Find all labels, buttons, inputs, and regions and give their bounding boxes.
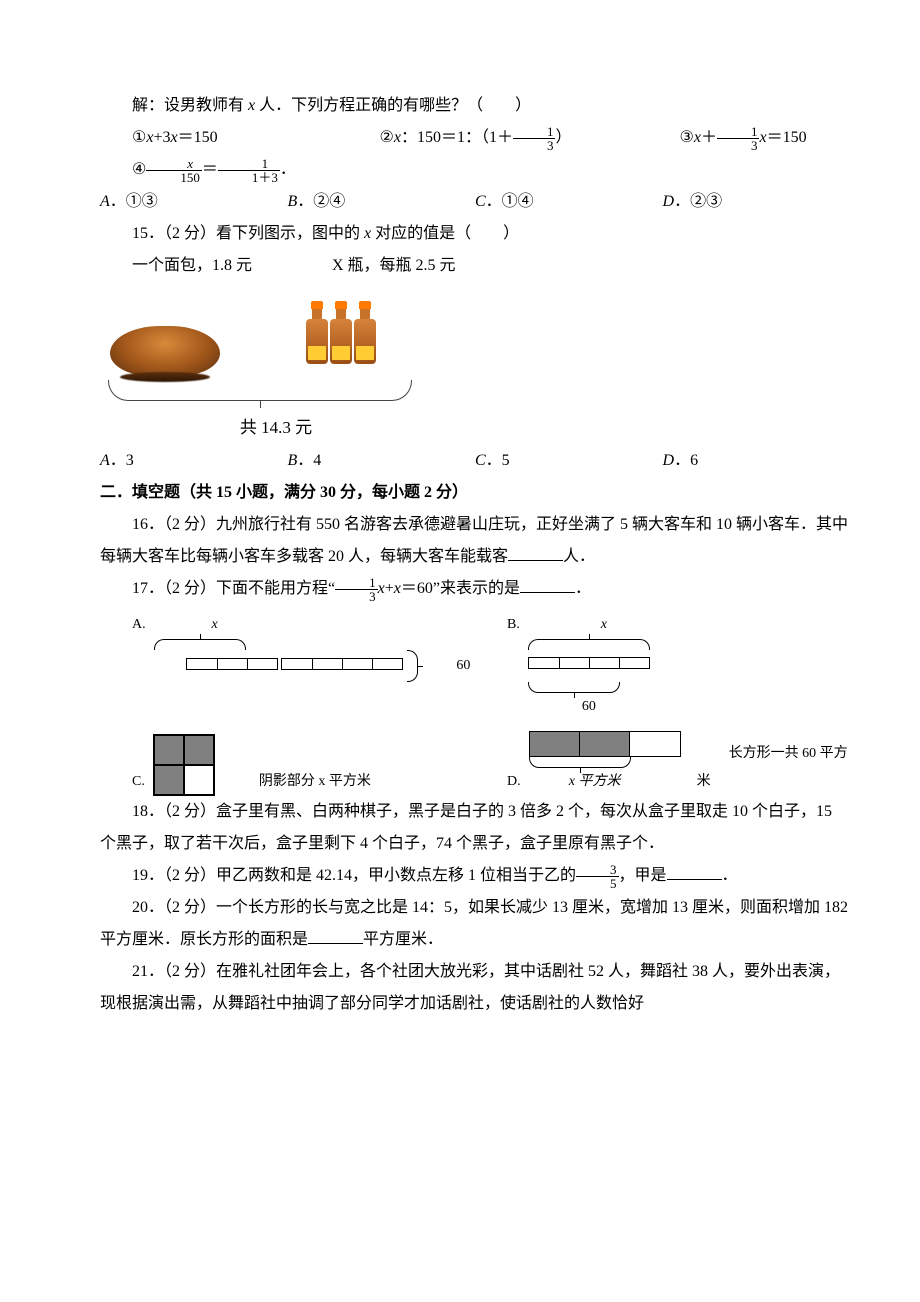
q15-optB[interactable]: B．4 — [288, 445, 476, 477]
q14-stem-b: 人．下列方程正确的有哪些？（ ） — [255, 97, 531, 114]
q17-blank[interactable] — [520, 576, 575, 593]
q17-row2: C. 阴影部分 x 平方米 D. x 平方米 长方形一共 60 平方米 — [100, 731, 850, 796]
q17-stem: 17．（2 分）下面不能用方程“13x+x＝60”来表示的是． — [100, 573, 850, 605]
q17-optB[interactable]: B. x 60 — [475, 611, 850, 721]
rect3-icon — [529, 731, 681, 757]
q16-blank[interactable] — [508, 544, 563, 561]
q14-stem: 解：设男教师有 x 人．下列方程正确的有哪些？（ ） — [100, 90, 850, 122]
q18: 18．（2 分）盒子里有黑、白两种棋子，黑子是白子的 3 倍多 2 个，每次从盒… — [100, 796, 850, 860]
q15-optD[interactable]: D．6 — [663, 445, 851, 477]
brace-top-icon — [528, 639, 650, 650]
q15-bottle-label: X 瓶，每瓶 2.5 元 — [300, 250, 456, 282]
bread-icon — [110, 326, 220, 376]
q14-eq2: ②x：150＝1：（1＋13） — [348, 122, 648, 154]
q15-bread-label: 一个面包，1.8 元 — [100, 250, 300, 282]
q14-stem-a: 解：设男教师有 — [132, 97, 248, 114]
q15-stem: 15．（2 分）看下列图示，图中的 x 对应的值是（ ） — [100, 218, 850, 250]
q17-optC[interactable]: C. 阴影部分 x 平方米 — [100, 734, 475, 796]
q15-labels: 一个面包，1.8 元 X 瓶，每瓶 2.5 元 — [100, 250, 850, 282]
q15-optC[interactable]: C．5 — [475, 445, 663, 477]
q14-optC[interactable]: C．①④ — [475, 186, 663, 218]
q17-optD[interactable]: D. x 平方米 长方形一共 60 平方米 — [475, 731, 850, 796]
brace-top-icon — [154, 639, 246, 650]
brace-bottom-icon — [529, 757, 631, 768]
q15-figure: 共 14.3 元 — [100, 286, 420, 445]
q14-eq1: ①x+3x＝150 — [100, 122, 348, 154]
q15-total: 共 14.3 元 — [100, 411, 420, 445]
q21: 21．（2 分）在雅礼社团年会上，各个社团大放光彩，其中话剧社 52 人，舞蹈社… — [100, 956, 850, 1020]
q17-optA[interactable]: A. x 60 — [100, 611, 475, 682]
q17-row1: A. x 60 — [100, 611, 850, 721]
bottles-icon — [305, 301, 377, 376]
q14-optA[interactable]: A．①③ — [100, 186, 288, 218]
brace-icon — [108, 380, 412, 401]
brace-bottom-icon — [528, 682, 620, 693]
q20-blank[interactable] — [308, 927, 363, 944]
q14-options: A．①③ B．②④ C．①④ D．②③ — [100, 186, 850, 218]
q14-eq4: ④x150＝11＋3． — [100, 154, 850, 186]
q15-options: A．3 B．4 C．5 D．6 — [100, 445, 850, 477]
q14-optD[interactable]: D．②③ — [663, 186, 851, 218]
q20: 20．（2 分）一个长方形的长与宽之比是 14：5，如果长减少 13 厘米，宽增… — [100, 892, 850, 956]
section2-heading: 二．填空题（共 15 小题，满分 30 分，每小题 2 分） — [100, 477, 850, 509]
q19-blank[interactable] — [667, 863, 722, 880]
q15-optA[interactable]: A．3 — [100, 445, 288, 477]
q14-equations-row1: ①x+3x＝150 ②x：150＝1：（1＋13） ③x＋13x＝150 — [100, 122, 850, 154]
q16: 16．（2 分）九州旅行社有 550 名游客去承德避暑山庄玩，正好坐满了 5 辆… — [100, 509, 850, 573]
brace-right-icon — [407, 650, 418, 682]
q14-optB[interactable]: B．②④ — [288, 186, 476, 218]
grid-icon — [153, 734, 215, 796]
q14-eq3: ③x＋13x＝150 — [648, 122, 851, 154]
q19: 19．（2 分）甲乙两数和是 42.14，甲小数点左移 1 位相当于乙的35，甲… — [100, 860, 850, 892]
